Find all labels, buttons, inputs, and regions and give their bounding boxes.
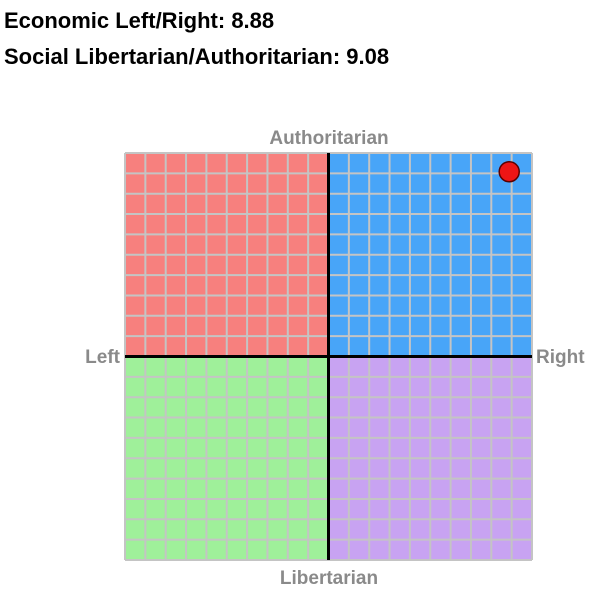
result-line: Economic Left/Right: 8.88 (4, 8, 274, 33)
right-label: Right (536, 347, 585, 368)
left-label: Left (85, 347, 121, 368)
result-line: Social Libertarian/Authoritarian: 9.08 (4, 44, 389, 69)
bottom-label: Libertarian (280, 568, 378, 589)
point (498, 160, 520, 183)
top-label: Authoritarian (269, 128, 388, 149)
